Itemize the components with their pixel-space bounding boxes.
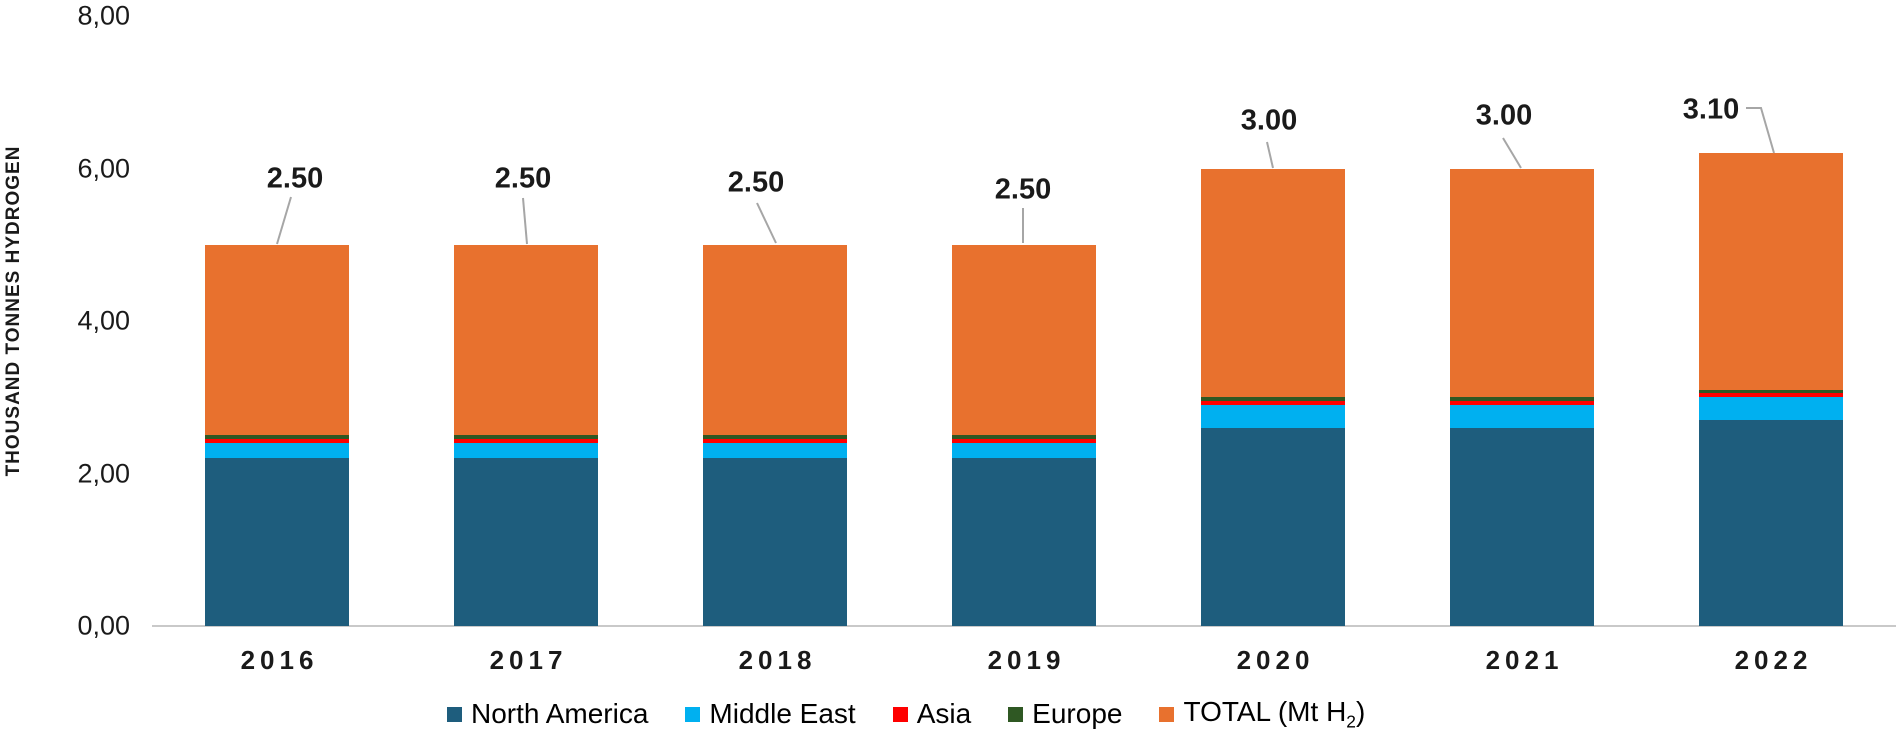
bar-segment-2021-middle-east [1450, 404, 1594, 428]
legend-item-europe: Europe [1008, 698, 1122, 730]
legend-label-total-mt-h2: TOTAL (Mt H2) [1183, 696, 1366, 731]
bar-segment-2016-north-america [205, 458, 349, 626]
bar-segment-2018-middle-east [703, 443, 847, 459]
total-label-2022: 3.10 [1682, 93, 1740, 126]
leader-line-2017 [522, 197, 528, 245]
leader-line-2016 [276, 196, 292, 245]
bar-segment-2017-europe [454, 435, 598, 440]
bar-segment-2016-europe [205, 435, 349, 440]
legend-swatch-total-mt-h2 [1159, 706, 1175, 722]
x-axis-line [152, 625, 1896, 627]
legend: North America Middle East Asia Europe TOTAL … [447, 696, 1365, 731]
bar-segment-2016-total-mt-h2 [205, 244, 349, 436]
bar-segment-2018-north-america [703, 458, 847, 626]
y-tick-6-00: 6,00 [77, 153, 130, 183]
bar-segment-2019-europe [952, 435, 1096, 440]
legend-item-asia: Asia [892, 698, 972, 730]
legend-label-asia: Asia [916, 698, 972, 730]
bar-segment-2020-asia [1201, 401, 1345, 405]
x-label-2022: 2022 [1734, 645, 1813, 675]
bar-segment-2021-europe [1450, 397, 1594, 402]
bar-segment-2021-total-mt-h2 [1450, 168, 1594, 398]
x-label-2019: 2019 [987, 645, 1066, 675]
y-tick-2-00: 2,00 [77, 458, 130, 488]
bar-segment-2019-north-america [952, 458, 1096, 626]
bar-segment-2017-north-america [454, 458, 598, 626]
bar-segment-2017-total-mt-h2 [454, 244, 598, 436]
bar-segment-2022-north-america [1699, 420, 1843, 626]
y-tick-4-00: 4,00 [77, 305, 130, 336]
total-label-2019: 2.50 [994, 173, 1052, 206]
bar-segment-2022-middle-east [1699, 397, 1843, 421]
bar-segment-2019-middle-east [952, 443, 1096, 459]
x-label-2016: 2016 [240, 645, 319, 675]
leader-line-2018 [756, 202, 777, 244]
bar-segment-2020-total-mt-h2 [1201, 168, 1345, 398]
legend-swatch-europe [1008, 706, 1024, 722]
bar-segment-2020-north-america [1201, 427, 1345, 626]
total-label-2017: 2.50 [494, 162, 552, 195]
x-label-2021: 2021 [1485, 645, 1564, 675]
bar-segment-2018-total-mt-h2 [703, 244, 847, 436]
total-label-2016: 2.50 [266, 162, 324, 195]
bar-segment-2022-total-mt-h2 [1699, 153, 1843, 390]
leader-line-2021 [1502, 137, 1522, 169]
x-label-2020: 2020 [1236, 645, 1315, 675]
legend-item-north-america: North America [447, 698, 648, 730]
x-label-2018: 2018 [738, 645, 817, 675]
bar-segment-2019-asia [952, 439, 1096, 443]
legend-label-europe: Europe [1032, 698, 1123, 730]
legend-item-middle-east: Middle East [685, 698, 856, 730]
bar-segment-2016-middle-east [205, 443, 349, 459]
bar-segment-2022-asia [1699, 393, 1843, 398]
bar-segment-2016-asia [205, 439, 349, 443]
bar-segment-2022-europe [1699, 389, 1843, 394]
x-label-2017: 2017 [489, 645, 568, 675]
bar-segment-2018-asia [703, 439, 847, 443]
y-tick-0-00: 0,00 [77, 610, 130, 641]
y-tick-8-00: 8,00 [77, 0, 130, 31]
bar-segment-2021-asia [1450, 401, 1594, 405]
total-label-2020: 3.00 [1240, 104, 1298, 137]
bar-segment-2018-europe [703, 435, 847, 440]
legend-label-north-america: North America [471, 698, 649, 730]
legend-item-total-mt-h2: TOTAL (Mt H2) [1159, 696, 1365, 731]
bar-segment-2017-middle-east [454, 443, 598, 459]
legend-swatch-asia [892, 706, 908, 722]
bar-segment-2020-europe [1201, 397, 1345, 402]
legend-swatch-north-america [447, 706, 462, 722]
leader-line-2020 [1266, 141, 1274, 169]
legend-label-middle-east: Middle East [709, 698, 856, 730]
bar-segment-2021-north-america [1450, 427, 1594, 626]
bar-segment-2019-total-mt-h2 [952, 244, 1096, 436]
leader-line-2022 [1746, 107, 1775, 154]
bar-segment-2020-middle-east [1201, 404, 1345, 428]
bar-segment-2017-asia [454, 439, 598, 443]
total-label-2018: 2.50 [727, 166, 785, 199]
legend-swatch-middle-east [685, 706, 701, 722]
total-label-2021: 3.00 [1475, 99, 1533, 132]
